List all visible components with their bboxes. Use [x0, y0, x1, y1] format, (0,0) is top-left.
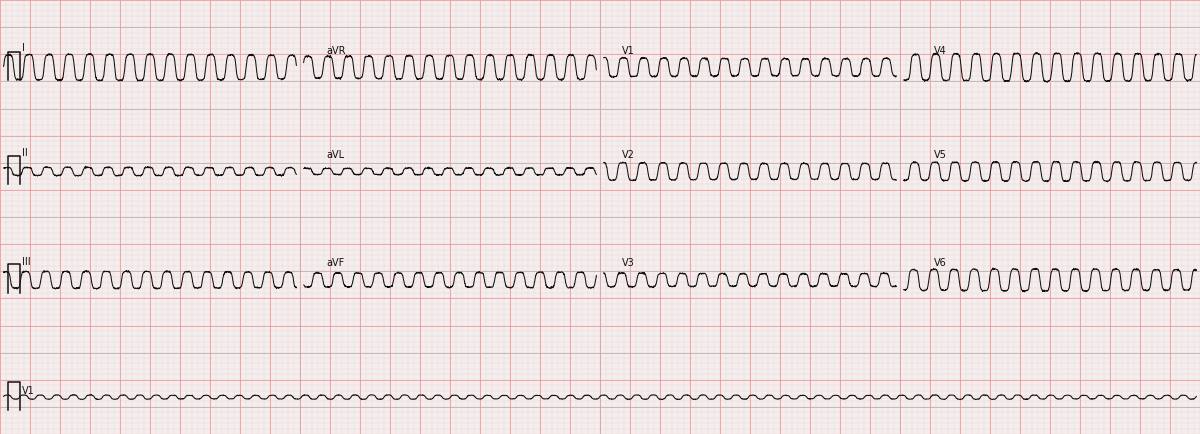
Text: V2: V2 — [622, 150, 635, 160]
Text: I: I — [22, 43, 24, 53]
Text: V1: V1 — [22, 386, 35, 396]
Text: V1: V1 — [622, 46, 635, 56]
Text: aVF: aVF — [326, 258, 344, 268]
Text: V3: V3 — [622, 258, 635, 268]
Text: III: III — [22, 257, 30, 267]
Text: II: II — [22, 148, 28, 158]
Text: aVR: aVR — [326, 46, 346, 56]
Text: V6: V6 — [934, 258, 947, 268]
Text: V4: V4 — [934, 46, 947, 56]
Text: aVL: aVL — [326, 150, 344, 160]
Text: V5: V5 — [934, 150, 947, 160]
